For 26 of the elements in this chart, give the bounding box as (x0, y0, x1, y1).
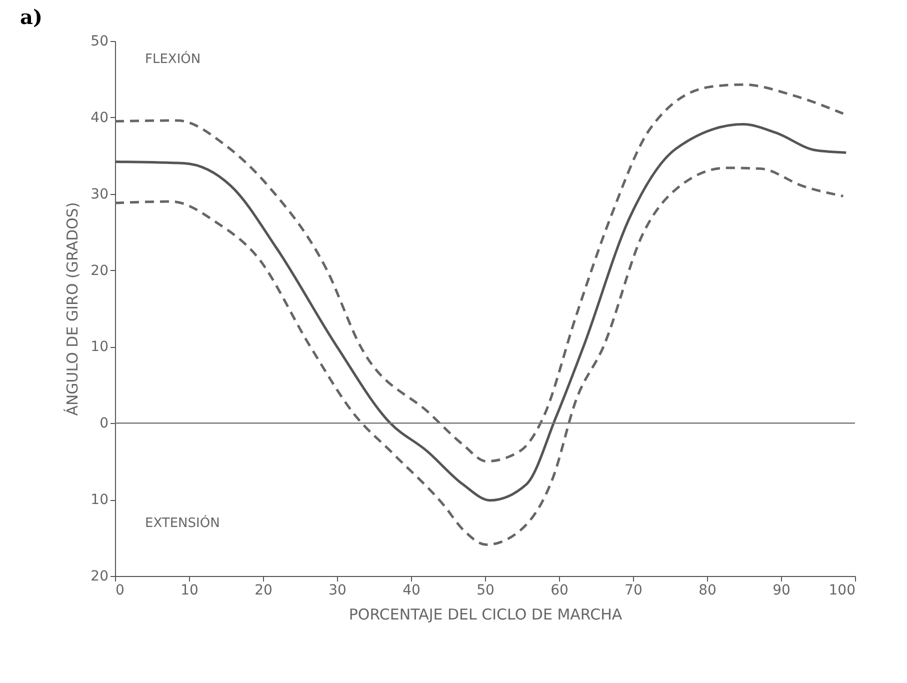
x-axis-title: PORCENTAJE DEL CICLO DE MARCHA (348, 606, 623, 624)
annotation: EXTENSIÓN (145, 514, 220, 531)
y-tick-label: 20 (90, 568, 108, 584)
y-tick-label: 30 (90, 186, 108, 202)
chart-title: a) (20, 5, 42, 29)
annotation: FLEXIÓN (145, 50, 201, 67)
x-tick-label: 60 (550, 582, 568, 598)
x-tick-label: 90 (772, 582, 790, 598)
y-axis-title: ÁNGULO DE GIRO (GRADOS) (64, 202, 82, 416)
x-tick-label: 0 (116, 582, 124, 598)
x-tick-label: 20 (254, 582, 272, 598)
line-series (114, 83, 844, 463)
x-tick-label: 30 (328, 582, 346, 598)
x-tick-label: 50 (476, 582, 494, 598)
y-tick-label: 20 (90, 262, 108, 279)
x-tick-label: 70 (624, 582, 642, 598)
x-tick-label: 10 (180, 582, 198, 598)
y-tick-label: 10 (90, 492, 108, 508)
y-tick-label: 40 (90, 110, 108, 126)
y-tick-label: 50 (90, 34, 108, 50)
x-tick-label: 100 (828, 582, 856, 598)
line-series (114, 166, 844, 546)
x-tick-label: 80 (698, 582, 716, 598)
y-tick-label: 0 (100, 416, 108, 432)
y-tick-label: 10 (90, 339, 108, 356)
x-tick-label: 40 (402, 582, 420, 598)
